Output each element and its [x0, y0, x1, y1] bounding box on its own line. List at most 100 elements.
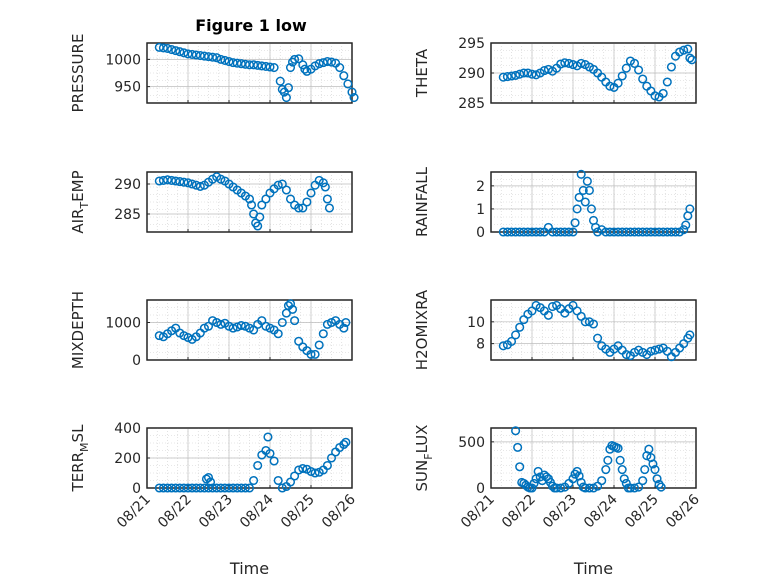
x-tick-label: 08/24	[237, 491, 277, 531]
data-point	[679, 225, 689, 235]
data-point	[646, 346, 656, 356]
data-point	[527, 483, 537, 493]
x-tick-label: 08/23	[540, 492, 580, 532]
data-point	[285, 299, 296, 309]
data-point	[605, 81, 615, 91]
data-point	[683, 44, 693, 54]
x-tick-label: 08/22	[499, 492, 539, 532]
y-axis-label: MIXDEPTH	[69, 291, 87, 369]
data-point	[638, 74, 648, 84]
data-point	[240, 483, 250, 493]
y-tick-label: 400	[114, 421, 141, 437]
data-point	[498, 72, 508, 82]
data-point	[195, 181, 205, 191]
data-point	[593, 333, 603, 343]
data-point	[249, 475, 259, 486]
data-point	[527, 69, 537, 79]
subplot-theta: 285 290 295 THETA	[413, 36, 697, 112]
data-point	[576, 169, 586, 179]
data-point	[670, 227, 681, 237]
data-point	[290, 316, 300, 326]
data-point	[285, 477, 296, 487]
axes-frame	[146, 171, 353, 233]
data-point	[269, 456, 279, 466]
y-tick-label: 200	[114, 451, 141, 467]
data-point	[290, 54, 300, 64]
data-point	[341, 437, 351, 447]
data-point	[179, 48, 189, 58]
x-tick-label: 08/21	[114, 492, 154, 532]
data-point	[175, 177, 185, 187]
axes-frame	[490, 42, 697, 104]
data-point	[216, 54, 226, 64]
data-point	[513, 442, 523, 452]
data-point	[281, 185, 291, 195]
data-point	[294, 54, 304, 64]
data-point	[339, 71, 349, 81]
data-point	[183, 178, 193, 188]
data-point	[574, 192, 584, 202]
data-point	[171, 176, 181, 186]
data-point	[228, 323, 238, 333]
data-point	[640, 464, 650, 475]
data-point	[687, 55, 697, 65]
data-point	[629, 58, 640, 68]
data-point	[529, 478, 539, 488]
data-point	[203, 472, 214, 483]
data-point	[162, 175, 173, 185]
data-point	[597, 476, 607, 486]
data-point	[502, 72, 512, 82]
data-point	[685, 330, 695, 340]
x-axis-label: Time	[573, 559, 613, 578]
data-point	[285, 62, 296, 73]
data-point	[265, 62, 275, 72]
data-point	[306, 349, 316, 359]
axes-frame	[146, 299, 353, 361]
data-point	[621, 63, 631, 73]
y-axis-label: AIRTEMP	[69, 170, 91, 233]
data-point	[288, 304, 298, 314]
data-point	[650, 91, 660, 101]
data-point	[560, 58, 570, 68]
x-tick-label: 08/21	[458, 492, 498, 532]
data-point	[298, 203, 308, 213]
y-tick-label: 285	[458, 96, 485, 112]
data-point	[601, 464, 611, 475]
subplot-h2omixra: 8 10 H2OMIXRA	[413, 289, 697, 370]
data-point	[236, 320, 246, 331]
y-axis-label: THETA	[413, 48, 431, 98]
y-tick-label: 0	[476, 481, 485, 497]
data-point	[662, 77, 672, 87]
y-tick-label: 1000	[105, 52, 141, 68]
data-point	[515, 462, 525, 472]
data-point	[326, 57, 337, 67]
data-point	[257, 200, 267, 210]
data-point	[531, 70, 541, 80]
y-tick-label: 500	[458, 435, 485, 451]
data-point	[572, 204, 582, 214]
data-point	[273, 475, 283, 486]
data-point	[273, 329, 283, 339]
data-point	[584, 483, 594, 493]
data-point	[613, 443, 623, 453]
data-point	[167, 44, 177, 55]
data-point	[564, 227, 574, 237]
data-point	[255, 212, 265, 222]
data-point	[506, 71, 517, 81]
data-point	[320, 182, 330, 192]
data-point	[216, 174, 226, 184]
data-point	[603, 455, 613, 465]
data-point	[349, 92, 359, 103]
data-point	[306, 188, 316, 198]
subplot-rainfall: 0 1 2 RAINFALL	[413, 166, 697, 241]
data-point	[253, 460, 263, 471]
data-point	[310, 349, 320, 359]
data-point	[273, 180, 283, 190]
data-point	[318, 329, 328, 339]
y-tick-label: 0	[132, 481, 141, 497]
data-point	[285, 194, 296, 204]
y-tick-label: 8	[476, 337, 485, 353]
data-point	[523, 68, 533, 78]
data-point	[675, 47, 685, 57]
